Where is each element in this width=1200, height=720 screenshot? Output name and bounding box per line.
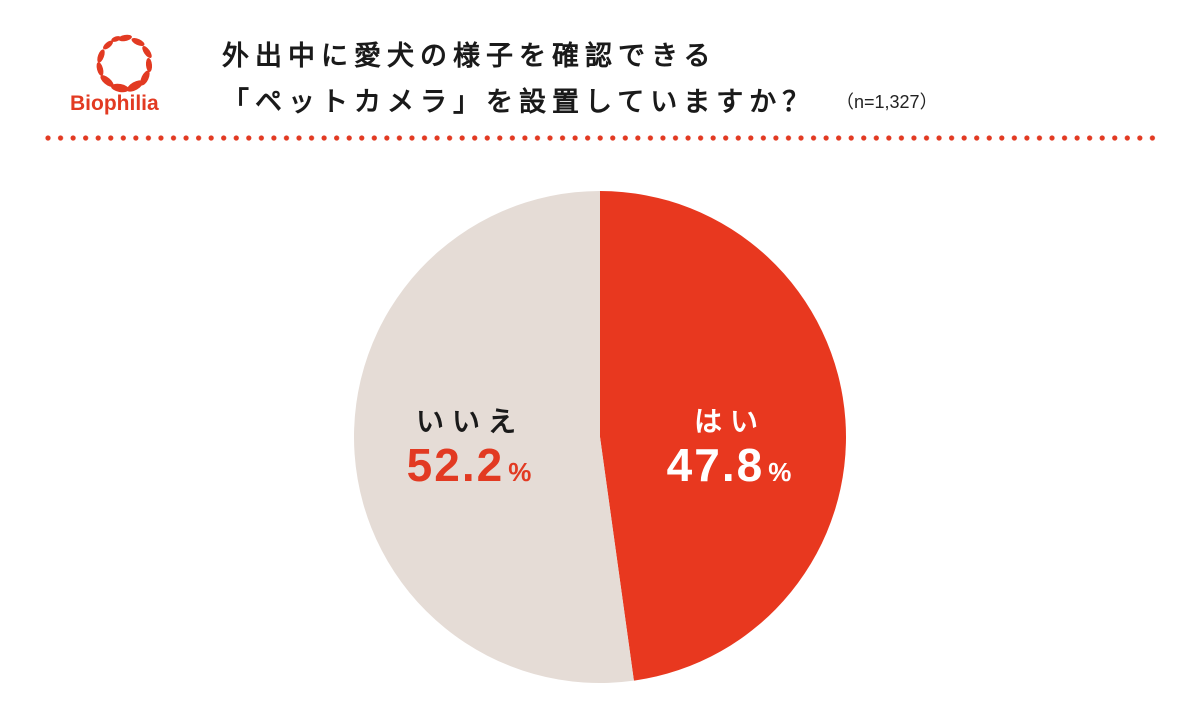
pie-slice-yes bbox=[600, 191, 846, 681]
percent-sign: % bbox=[768, 457, 794, 487]
pie-slice-no bbox=[353, 191, 634, 683]
percent-sign: % bbox=[508, 457, 534, 487]
dotted-divider bbox=[42, 132, 1158, 144]
brand-name: Biophilia bbox=[70, 92, 159, 115]
label-yes-value: 47.8% bbox=[640, 438, 820, 492]
biophilia-logo-wreath-icon bbox=[96, 34, 153, 93]
sample-size: （n=1,327） bbox=[836, 92, 938, 112]
label-no-value: 52.2% bbox=[380, 438, 560, 492]
label-no-name: いいえ bbox=[415, 405, 524, 438]
title-line-2: 「ペットカメラ」を設置していますか？ bbox=[222, 87, 816, 118]
value-no: 52.2 bbox=[406, 439, 505, 491]
value-yes: 47.8 bbox=[666, 439, 765, 491]
chart-title: 外出中に愛犬の様子を確認できる 「ペットカメラ」を設置していますか？ bbox=[222, 34, 815, 126]
title-line-1: 外出中に愛犬の様子を確認できる bbox=[222, 41, 717, 72]
label-yes-name: はい bbox=[693, 405, 766, 438]
